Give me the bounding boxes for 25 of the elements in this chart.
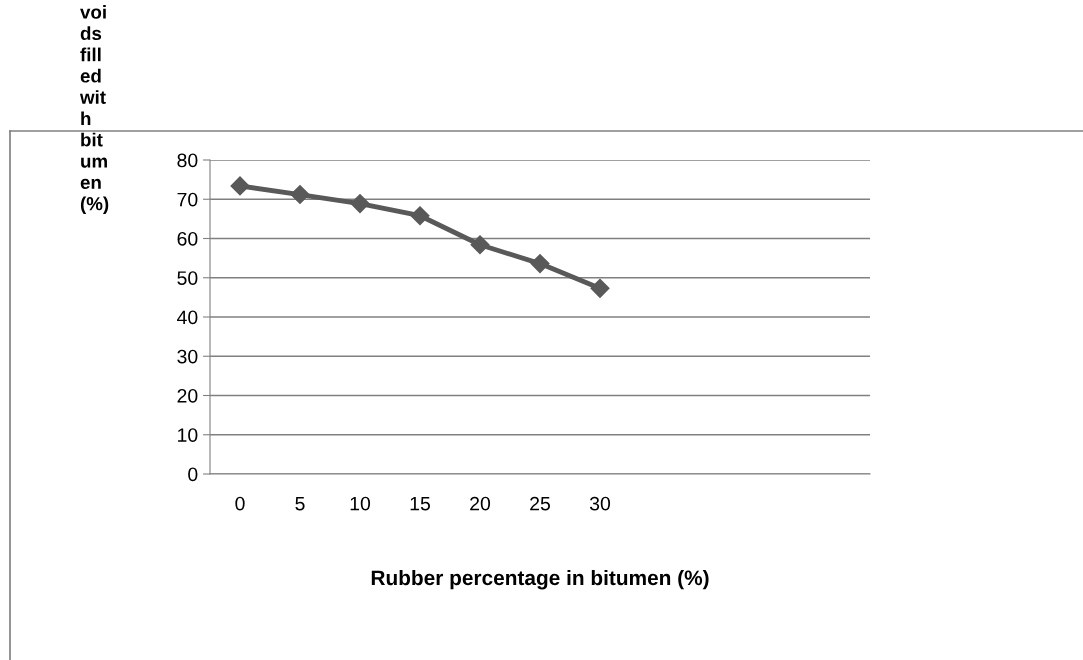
y-tick-label: 80 (177, 153, 198, 168)
point (410, 206, 430, 226)
point (290, 185, 310, 205)
point (470, 235, 490, 255)
y-tick-label: 60 (177, 231, 198, 246)
point (350, 194, 370, 214)
x-tick-label: 20 (470, 496, 491, 511)
y-tick-label: 40 (177, 310, 198, 325)
y-tick-label: 10 (178, 428, 198, 442)
y-tick-label: 70 (177, 192, 198, 207)
x-tick-label: 30 (589, 496, 611, 511)
y-tick-label: 0 (188, 467, 198, 482)
x-tick-label: 10 (350, 496, 371, 511)
x-tick-label: 5 (295, 496, 305, 511)
text: voi ds fill ed wit h bit um en (%) (79, 5, 109, 215)
x-axis-title: Rubber percentage in bitumen (%) (371, 569, 709, 590)
point (530, 254, 550, 274)
point (230, 176, 250, 196)
x-tick-label: 15 (410, 496, 430, 511)
x-tick-label: 0 (235, 496, 245, 511)
y-tick-label: 30 (177, 349, 198, 364)
y-tick-label: 20 (177, 388, 198, 403)
y-tick-label: 50 (177, 271, 198, 285)
x-tick-label: 25 (530, 496, 550, 511)
point (590, 278, 610, 298)
